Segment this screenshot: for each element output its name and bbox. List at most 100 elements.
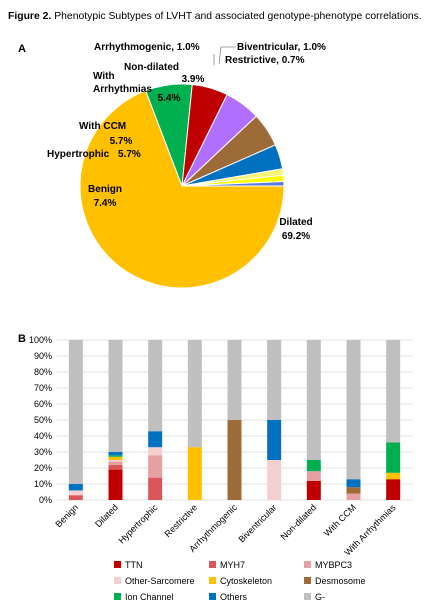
pie-label-with-arrhythmias: With Arrhythmias 5.4% [93,71,181,104]
bar-segment-ion-channel [306,460,321,472]
pie-slice-dilated [79,90,285,289]
legend-item-myh7: MYH7 [209,560,245,570]
legend: TTN MYH7 MYBPC3 Other-Sarcomere Cytoskeleton… [114,560,366,602]
bar-segment-myh7 [108,464,123,470]
y-axis-ticks: 0% 10% 20% 30% 40% 50% 60% 70% 80% 90% 100% [29,335,52,505]
bar-stack-restrictive [187,340,202,500]
y-tick-label: 100% [29,335,52,345]
bar-segment-myh7 [148,477,163,500]
bar-segment-ttn [108,469,123,500]
legend-item-ion-channel: Ion Channel [114,592,174,602]
bars [68,340,401,500]
pie-label-name: Dilated [279,217,312,228]
legend-item-ttn: TTN [114,560,143,570]
bar-segment-cytoskeleton [386,472,401,480]
bar-segment-ttn [386,479,401,500]
legend-swatch [304,561,311,568]
y-tick-label: 0% [39,495,52,505]
x-tick-label: Restrictive [162,502,199,539]
pie-label-value: 1.0% [177,42,200,53]
bar-stack-benign [68,340,83,500]
panel-label-a: A [18,43,26,55]
legend-item-other-sarcomere: Other-Sarcomere [114,576,195,586]
bar-segment-cytoskeleton [108,456,123,460]
pie-label-value: 0.7% [282,55,305,66]
pie-label-name: Biventricular, 1.0% [237,42,326,53]
x-tick-label: Non-dilated [279,502,319,542]
x-tick-label: Benign [53,502,80,529]
legend-label: Ion Channel [125,592,174,602]
pie-label-value: 69.2% [282,231,310,242]
legend-swatch [209,561,216,568]
pie-label-benign: Benign 7.4% [88,184,122,209]
bar-segment-g [187,340,202,448]
legend-label: Others [220,592,248,602]
legend-swatch [304,593,311,600]
figure-caption-text: Phenotypic Subtypes of LVHT and associat… [54,11,422,22]
pie-slice-restrictive [181,180,285,187]
y-tick-label: 30% [34,447,52,457]
bar-segment-ttn [306,480,321,500]
pie-label-name: Arrhythmogenic, 1.0% [94,42,200,53]
bar-segment-g [267,340,282,420]
bar-segment-g [306,340,321,460]
bar-segment-g [68,340,83,484]
y-tick-label: 90% [34,351,52,361]
bar-segment-mybpc3 [108,461,123,465]
legend-item-desmosome: Desmosome [304,576,366,586]
y-tick-label: 20% [34,463,52,473]
pie-label-value: 3.9% [182,74,205,85]
pie-label-name: Hypertrophic [47,149,110,160]
stacked-bar-chart: B 0% 10% 20% 30% 40% 50% 60% 70% 80% 90% 100% Beni… [18,333,413,602]
bar-segment-mybpc3 [346,493,361,500]
y-tick-label: 40% [34,431,52,441]
pie-label-name: Benign [88,184,122,195]
bar-segment-g [108,340,123,452]
pie-label-name: Non-dilated [124,62,179,73]
figure-caption: Figure 2. Phenotypic Subtypes of LVHT an… [8,10,433,23]
pie-label-non-dilated: Non-dilated 3.9% [124,62,205,85]
bar-stack-dilated [108,340,123,500]
y-tick-label: 50% [34,415,52,425]
legend-label: Other-Sarcomere [125,576,195,586]
legend-label: Cytoskeleton [220,576,272,586]
pie-label-restrictive: Restrictive, 0.7% [225,55,305,66]
y-tick-label: 70% [34,383,52,393]
bar-stack-with-ccm [346,340,361,500]
pie-slices [79,83,285,289]
bar-segment-mybpc3 [306,471,321,481]
legend-swatch [209,593,216,600]
x-tick-label: Hypertrophic [116,502,160,546]
pie-leader-lines [213,46,236,65]
x-tick-label: Biventricular [236,502,278,544]
bar-segment-g [386,340,401,443]
pie-label-value: 7.4% [94,198,117,209]
legend-swatch [114,593,121,600]
pie-label-name: Restrictive, 0.7% [225,55,305,66]
bar-segment-other-sarcomere [68,490,83,496]
bar-segment-g [148,340,163,432]
x-tick-label: With CCM [322,502,358,538]
legend-label: MYH7 [220,560,245,570]
x-tick-label: Dilated [93,502,120,529]
bar-segment-desmosome [346,487,361,494]
legend-item-mybpc3: MYBPC3 [304,560,352,570]
pie-label-with-ccm: With CCM 5.7% [79,121,133,147]
legend-item-cytoskeleton: Cytoskeleton [209,576,272,586]
pie-label-name: With CCM [79,121,126,132]
pie-label-value: 5.7% [118,149,141,160]
pie-label-name-line1: With [93,71,115,82]
legend-swatch [114,561,121,568]
bar-stack-biventricular [267,340,282,500]
bar-segment-others [68,484,83,491]
bar-stack-hypertrophic [148,340,163,500]
bar-segment-other-sarcomere [148,447,163,456]
bar-segment-others [108,452,123,456]
bar-segment-ion-channel [386,442,401,473]
legend-label: TTN [125,560,143,570]
legend-label: Desmosome [315,576,366,586]
panel-label-b: B [18,333,26,345]
bar-segment-others [148,431,163,448]
pie-label-hypertrophic: Hypertrophic 5.7% [47,149,141,160]
